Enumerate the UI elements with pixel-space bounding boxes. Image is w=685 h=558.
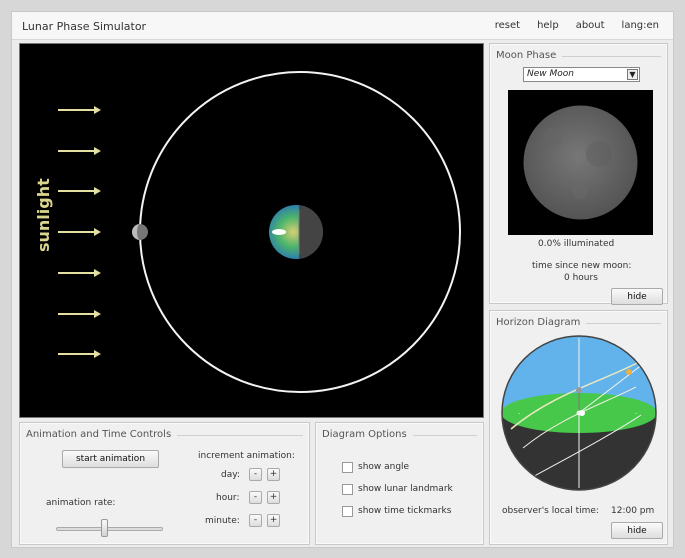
- animation-rate-slider-track[interactable]: [56, 527, 163, 531]
- start-animation-button[interactable]: start animation: [62, 450, 159, 468]
- moon-crater: [572, 183, 588, 199]
- reset-link[interactable]: reset: [494, 20, 521, 31]
- sunlight-arrowhead: [94, 106, 101, 114]
- increment-animation-label: increment animation:: [198, 451, 295, 461]
- horizon-sphere[interactable]: - -: [499, 333, 659, 493]
- selected-phase: New Moon: [527, 69, 574, 79]
- celestial-equator-path: [528, 414, 642, 480]
- diagram-options-panel: Diagram Options show angle show lunar la…: [315, 422, 484, 545]
- chevron-down-icon[interactable]: ▼: [627, 69, 638, 80]
- time-since-new-moon-value: 0 hours: [564, 273, 598, 283]
- sunlight-arrowhead: [94, 187, 101, 195]
- sunlight-arrowhead: [94, 350, 101, 358]
- moon-phase-divider: [496, 56, 661, 57]
- orbit-diagram-svg: sunlight: [20, 44, 483, 417]
- hour-decrement-button[interactable]: -: [249, 491, 262, 504]
- moon-crater: [543, 127, 563, 147]
- moon-phase-view: [508, 90, 653, 235]
- horizon-sphere-outline: [501, 335, 657, 491]
- west-tick: -: [518, 410, 520, 417]
- minute-increment-button[interactable]: +: [267, 514, 280, 527]
- app-title: Lunar Phase Simulator: [22, 20, 147, 33]
- show-angle-label[interactable]: show angle: [358, 462, 410, 472]
- top-menu: reset help about lang:en: [495, 20, 659, 31]
- about-link[interactable]: about: [575, 20, 605, 31]
- east-tick: -: [635, 410, 637, 417]
- moon-crater: [586, 141, 612, 167]
- local-time-value: 12:00 pm: [611, 506, 655, 516]
- sunlight-arrowhead: [94, 310, 101, 318]
- dark-moon-disc: [523, 105, 638, 220]
- moon-phase-svg: [523, 105, 638, 220]
- show-angle-checkbox[interactable]: [342, 462, 353, 473]
- lunar-phase-simulator-app: Lunar Phase Simulator reset help about l…: [11, 11, 674, 548]
- day-decrement-button[interactable]: -: [249, 468, 262, 481]
- animation-rate-slider-thumb[interactable]: [101, 519, 108, 537]
- sunlight-arrows: [58, 106, 101, 358]
- show-lunar-landmark-label[interactable]: show lunar landmark: [358, 484, 453, 494]
- minute-decrement-button[interactable]: -: [249, 514, 262, 527]
- show-lunar-landmark-checkbox[interactable]: [342, 484, 353, 495]
- moon-lit-edge: [132, 224, 140, 240]
- moon-phase-title: Moon Phase: [496, 50, 563, 61]
- show-time-tickmarks-label[interactable]: show time tickmarks: [358, 506, 452, 516]
- time-since-new-moon-label: time since new moon:: [532, 261, 632, 271]
- moon-phase-hide-button[interactable]: hide: [611, 288, 663, 305]
- horizon-clip-group: [502, 336, 656, 490]
- orbit-diagram[interactable]: sunlight: [19, 43, 484, 418]
- help-link[interactable]: help: [537, 20, 559, 31]
- sun-marker[interactable]: [626, 369, 632, 375]
- diagram-options-title: Diagram Options: [322, 429, 413, 440]
- hour-increment-label: hour:: [216, 493, 240, 503]
- moon[interactable]: [132, 224, 148, 240]
- animation-controls-title: Animation and Time Controls: [26, 429, 178, 440]
- illumination-text: 0.0% illuminated: [538, 239, 615, 249]
- day-increment-label: day:: [221, 470, 240, 480]
- minute-increment-label: minute:: [205, 516, 240, 526]
- animation-controls-panel: Animation and Time Controls start animat…: [19, 422, 310, 545]
- language-link[interactable]: lang:en: [621, 20, 659, 31]
- local-time-label: observer's local time:: [502, 506, 599, 516]
- horizon-hide-button[interactable]: hide: [611, 522, 663, 539]
- observer-marker[interactable]: [272, 229, 286, 235]
- moon-phase-select[interactable]: New Moon ▼: [523, 67, 640, 82]
- observer-stick-figure: [576, 387, 582, 393]
- sunlight-arrowhead: [94, 147, 101, 155]
- animation-rate-label: animation rate:: [46, 498, 116, 508]
- moon-marker[interactable]: [579, 410, 585, 416]
- moon-phase-panel: Moon Phase New Moon ▼ 0.0% illuminated: [489, 43, 668, 305]
- hour-increment-button[interactable]: +: [267, 491, 280, 504]
- title-bar: Lunar Phase Simulator reset help about l…: [12, 12, 673, 40]
- horizon-diagram-title: Horizon Diagram: [496, 317, 587, 328]
- sunlight-label: sunlight: [34, 178, 53, 252]
- day-increment-button[interactable]: +: [267, 468, 280, 481]
- show-time-tickmarks-checkbox[interactable]: [342, 506, 353, 517]
- sunlight-arrowhead: [94, 269, 101, 277]
- sunlight-arrowhead: [94, 228, 101, 236]
- horizon-diagram-panel: Horizon Diagram - -: [489, 310, 668, 545]
